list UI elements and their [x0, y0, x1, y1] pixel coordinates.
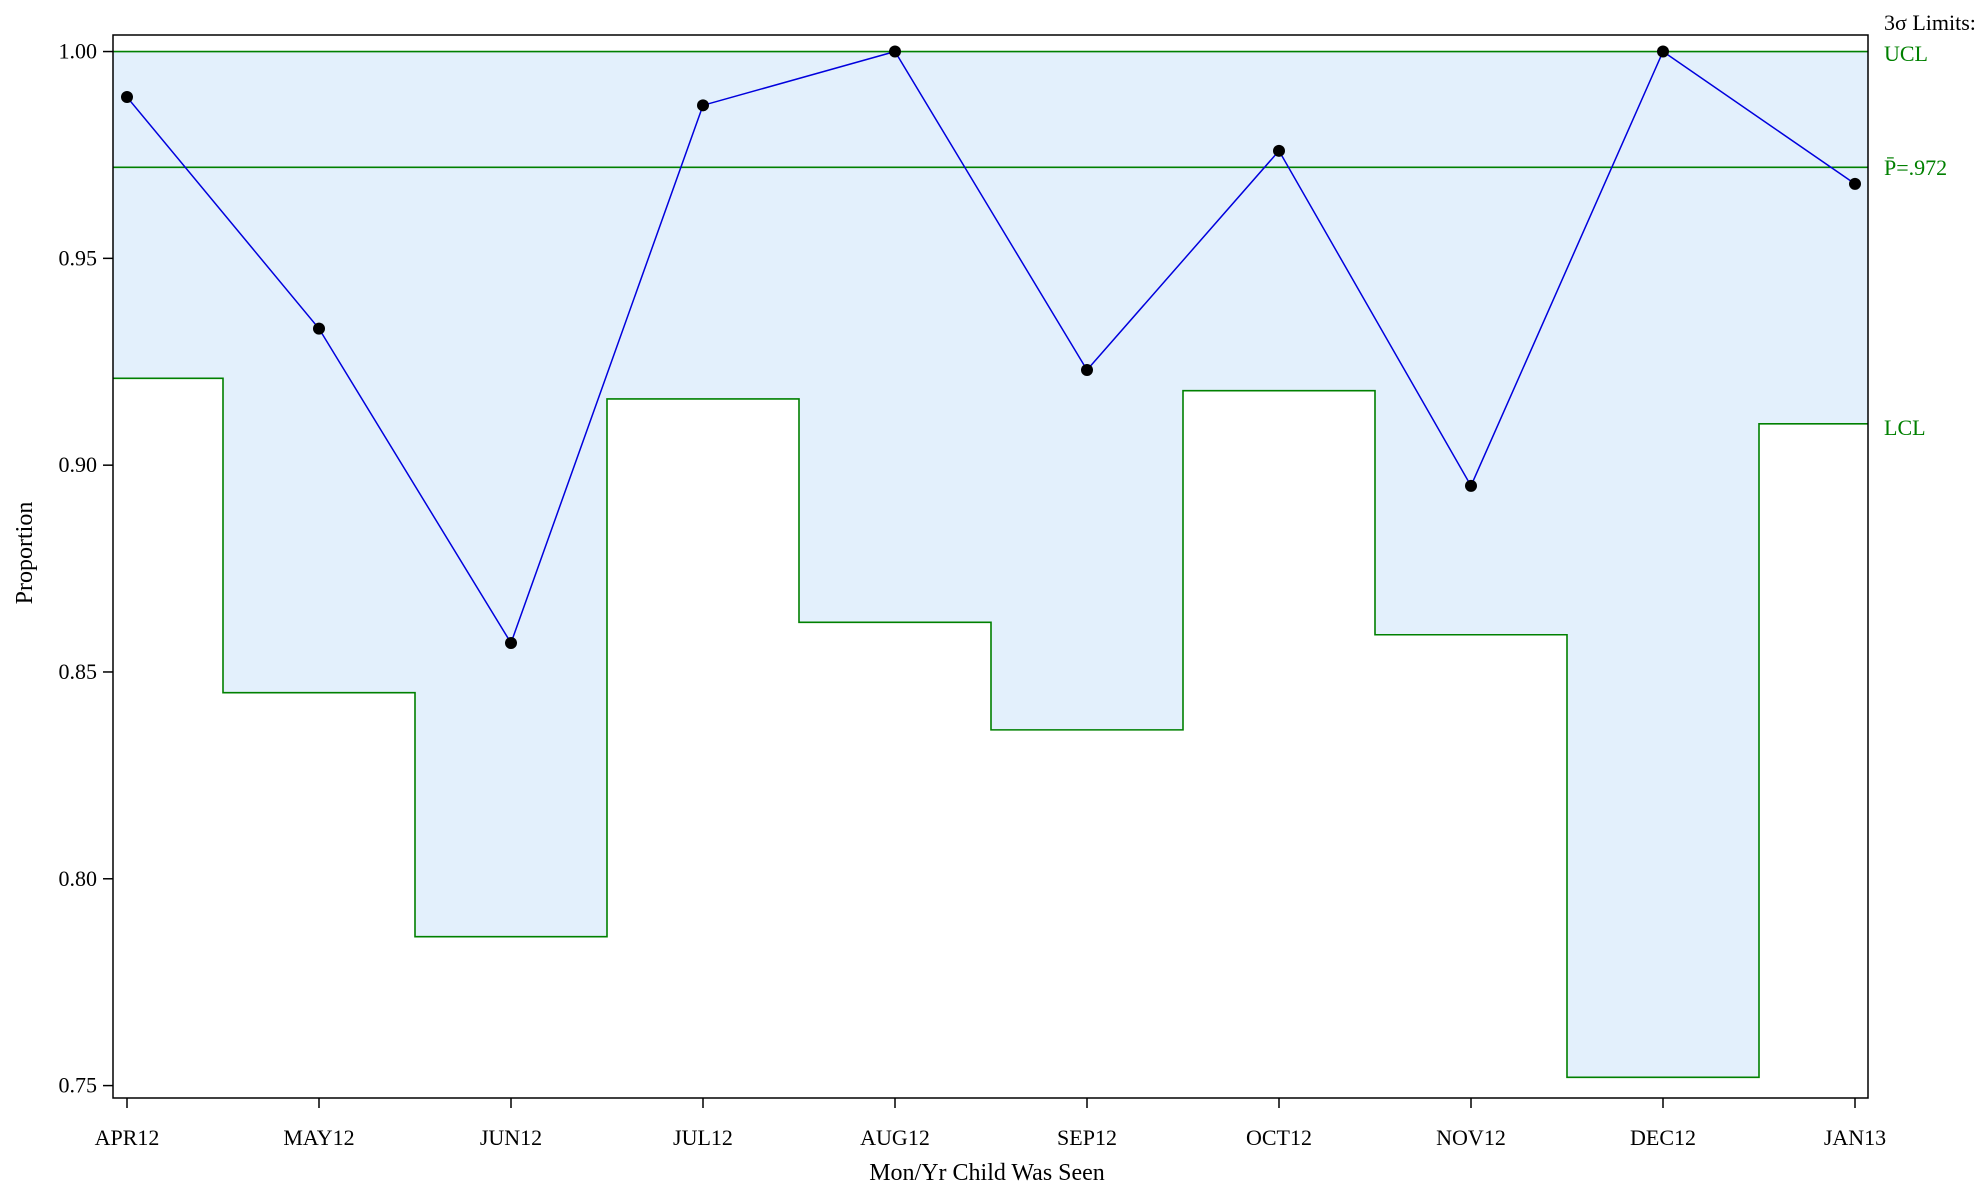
data-point-may12	[313, 322, 325, 335]
data-point-nov12	[1465, 479, 1477, 492]
ucl-label: UCL	[1884, 41, 1928, 66]
x-tick-label-dec12: DEC12	[1630, 1125, 1696, 1150]
data-point-jun12	[505, 637, 517, 650]
data-point-jul12	[697, 99, 709, 112]
y-tick-label-0.85: 0.85	[59, 659, 98, 684]
y-tick-label-1.00: 1.00	[59, 39, 98, 64]
series-line	[126, 50, 1856, 645]
control-band-layer	[113, 51, 1868, 1078]
x-tick-label-nov12: NOV12	[1436, 1125, 1506, 1150]
limits-header-label: 3σ Limits:	[1884, 10, 1976, 35]
plot-frame	[112, 34, 1869, 1099]
data-point-apr12	[121, 91, 133, 104]
control-limit-layer	[113, 50, 1868, 1079]
x-tick-label-oct12: OCT12	[1246, 1125, 1312, 1150]
x-tick-label-apr12: APR12	[95, 1125, 160, 1150]
x-axis-title: Mon/Yr Child Was Seen	[869, 1160, 1105, 1186]
y-tick-label-0.90: 0.90	[59, 452, 98, 477]
control-band	[113, 51, 1868, 1078]
series-layer	[121, 45, 1861, 650]
x-tick-label-jan13: JAN13	[1824, 1125, 1886, 1150]
x-tick-label-aug12: AUG12	[860, 1125, 930, 1150]
y-tick-label-0.95: 0.95	[59, 245, 98, 270]
x-tick-label-jun12: JUN12	[480, 1125, 542, 1150]
center-line-label: P̄=.972	[1884, 155, 1947, 180]
y-tick-label-0.75: 0.75	[59, 1073, 98, 1098]
data-point-sep12	[1081, 364, 1093, 377]
data-point-dec12	[1657, 45, 1669, 58]
y-tick-label-0.80: 0.80	[59, 866, 98, 891]
data-point-aug12	[889, 45, 901, 58]
data-point-jan13	[1849, 177, 1861, 190]
y-axis-title: Proportion	[12, 502, 38, 605]
x-tick-label-may12: MAY12	[283, 1125, 354, 1150]
data-point-oct12	[1273, 144, 1285, 157]
x-tick-label-jul12: JUL12	[673, 1125, 733, 1150]
lcl-label: LCL	[1884, 415, 1926, 440]
axis-layer: 0.75 0.80 0.85 0.90 0.95 1.00 APR12 MAY12 JUN12 J…	[59, 34, 1886, 1150]
x-tick-label-sep12: SEP12	[1057, 1125, 1117, 1150]
lcl-line	[113, 377, 1868, 1079]
